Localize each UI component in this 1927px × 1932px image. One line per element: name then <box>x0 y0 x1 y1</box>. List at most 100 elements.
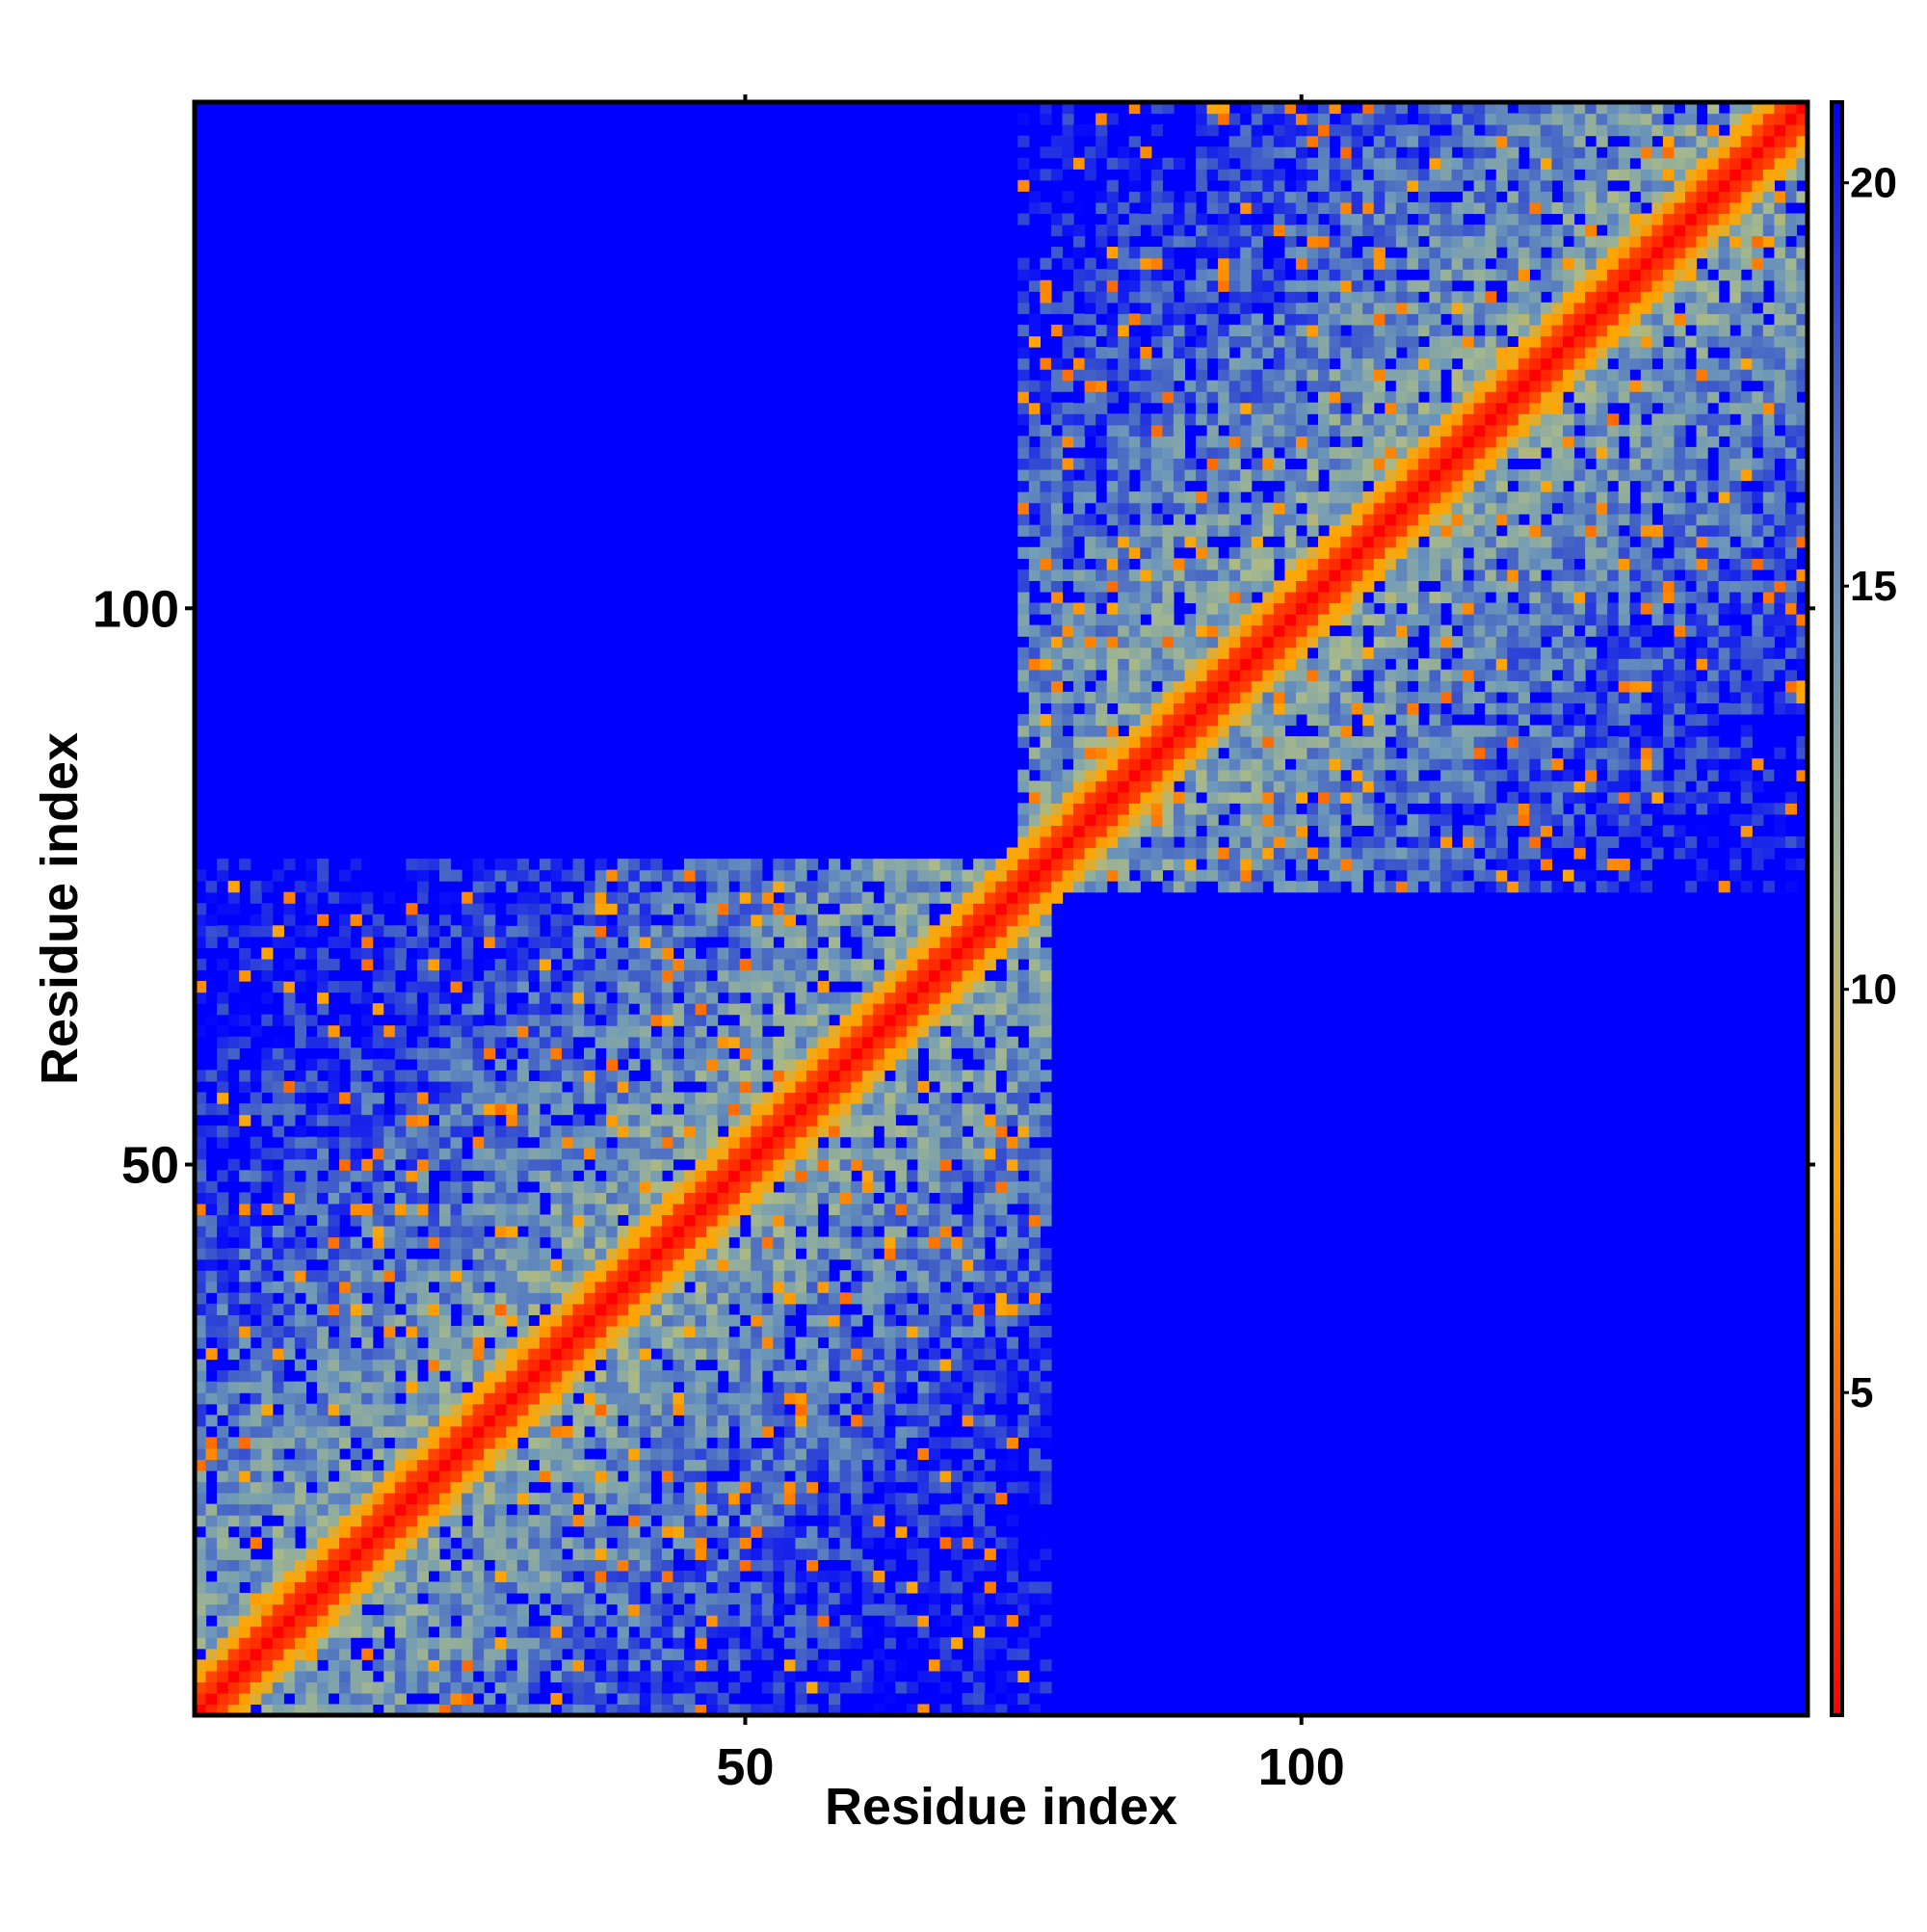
heatmap-cell <box>851 1337 863 1349</box>
heatmap-cell <box>661 1493 674 1505</box>
heatmap-cell <box>628 859 641 871</box>
heatmap-cell <box>661 1314 674 1327</box>
heatmap-cell <box>717 1203 729 1216</box>
heatmap-cell <box>539 1281 552 1293</box>
heatmap-cell <box>572 1593 585 1605</box>
heatmap-cell <box>717 1537 729 1549</box>
heatmap-cell <box>283 1581 296 1594</box>
heatmap-cell <box>516 1370 529 1383</box>
heatmap-cell <box>884 958 896 971</box>
heatmap-cell <box>928 1314 941 1327</box>
heatmap-cell <box>783 1559 797 1572</box>
heatmap-cell <box>639 1080 651 1094</box>
heatmap-cell <box>328 1258 340 1271</box>
heatmap-cell <box>584 881 596 893</box>
heatmap-cell <box>539 1470 552 1483</box>
heatmap-cell <box>861 981 874 993</box>
heatmap-cell <box>839 1058 852 1071</box>
heatmap-cell <box>1017 881 1030 893</box>
heatmap-cell <box>795 1125 807 1138</box>
heatmap-cell <box>428 1425 440 1438</box>
heatmap-cell <box>650 1548 663 1560</box>
heatmap-cell <box>239 1370 251 1383</box>
heatmap-cell <box>884 936 896 948</box>
heatmap-cell <box>839 1248 852 1260</box>
heatmap-cell <box>1017 1593 1030 1605</box>
heatmap-cell <box>861 869 874 882</box>
heatmap-cell <box>328 1236 340 1249</box>
heatmap-cell <box>717 891 729 904</box>
heatmap-cell <box>428 859 440 871</box>
heatmap-cell <box>661 1003 674 1016</box>
heatmap-cell <box>851 1136 863 1149</box>
heatmap-cell <box>751 1103 763 1116</box>
heatmap-cell <box>1017 446 1030 460</box>
heatmap-cell <box>783 1381 797 1393</box>
heatmap-cell <box>639 1626 651 1638</box>
heatmap-cell <box>928 1281 941 1293</box>
heatmap-cell <box>494 1348 507 1361</box>
heatmap-cell <box>783 1581 797 1594</box>
heatmap-cell <box>928 1581 941 1594</box>
heatmap-cell <box>516 1070 529 1082</box>
heatmap-cell <box>851 1392 863 1405</box>
heatmap-cell <box>1017 602 1030 615</box>
heatmap-cell <box>884 1670 896 1682</box>
heatmap-cell <box>1017 135 1030 147</box>
heatmap-cell <box>639 903 651 915</box>
heatmap-cell <box>372 1092 384 1104</box>
heatmap-cell <box>661 1303 674 1315</box>
heatmap-cell <box>773 1681 785 1694</box>
heatmap-cell <box>283 1593 296 1605</box>
heatmap-cell <box>995 869 1008 882</box>
heatmap-cell <box>773 1125 785 1138</box>
heatmap-cell <box>528 969 541 982</box>
heatmap-cell <box>873 859 885 871</box>
heatmap-cell <box>572 1637 585 1650</box>
heatmap-cell <box>984 1425 996 1438</box>
heatmap-cell <box>939 1303 952 1315</box>
heatmap-cell <box>494 936 507 948</box>
heatmap-cell <box>973 891 986 904</box>
heatmap-cell <box>462 1348 474 1361</box>
heatmap-cell <box>484 1348 496 1361</box>
heatmap-cell <box>195 1158 207 1171</box>
heatmap-cell <box>628 1537 641 1549</box>
heatmap-cell <box>217 1437 229 1449</box>
heatmap-cell <box>539 1537 552 1549</box>
heatmap-cell <box>1028 1258 1041 1271</box>
heatmap-cell <box>650 1581 663 1594</box>
heatmap-cell <box>851 1681 863 1694</box>
heatmap-cell <box>951 1192 964 1204</box>
heatmap-cell <box>1017 803 1030 815</box>
heatmap-cell <box>528 1359 541 1371</box>
heatmap-cell <box>706 1292 719 1305</box>
heatmap-cell <box>416 1114 430 1126</box>
heatmap-cell <box>984 1226 996 1238</box>
heatmap-cell <box>1017 947 1030 960</box>
heatmap-cell <box>661 1047 674 1060</box>
heatmap-cell <box>706 1047 719 1060</box>
heatmap-cell <box>372 913 384 926</box>
heatmap-cell <box>884 1014 896 1026</box>
heatmap-cell <box>438 936 452 948</box>
heatmap-cell <box>1028 958 1041 971</box>
heatmap-cell <box>316 1603 330 1616</box>
heatmap-cell <box>1040 913 1052 926</box>
heatmap-cell <box>861 1214 874 1227</box>
heatmap-cell <box>239 1425 251 1438</box>
heatmap-cell <box>239 1080 251 1094</box>
heatmap-cell <box>438 1025 452 1038</box>
heatmap-cell <box>372 1548 384 1560</box>
heatmap-cell <box>261 903 274 915</box>
heatmap-cell <box>394 1292 407 1305</box>
heatmap-cell <box>739 1014 752 1026</box>
heatmap-cell <box>1050 891 1064 904</box>
heatmap-cell <box>283 1659 296 1672</box>
heatmap-cell <box>839 1125 852 1138</box>
heatmap-cell <box>305 1114 318 1126</box>
heatmap-cell <box>283 1303 296 1315</box>
heatmap-cell <box>528 1348 541 1361</box>
heatmap-cell <box>928 1180 941 1193</box>
heatmap-cell <box>829 1525 841 1538</box>
